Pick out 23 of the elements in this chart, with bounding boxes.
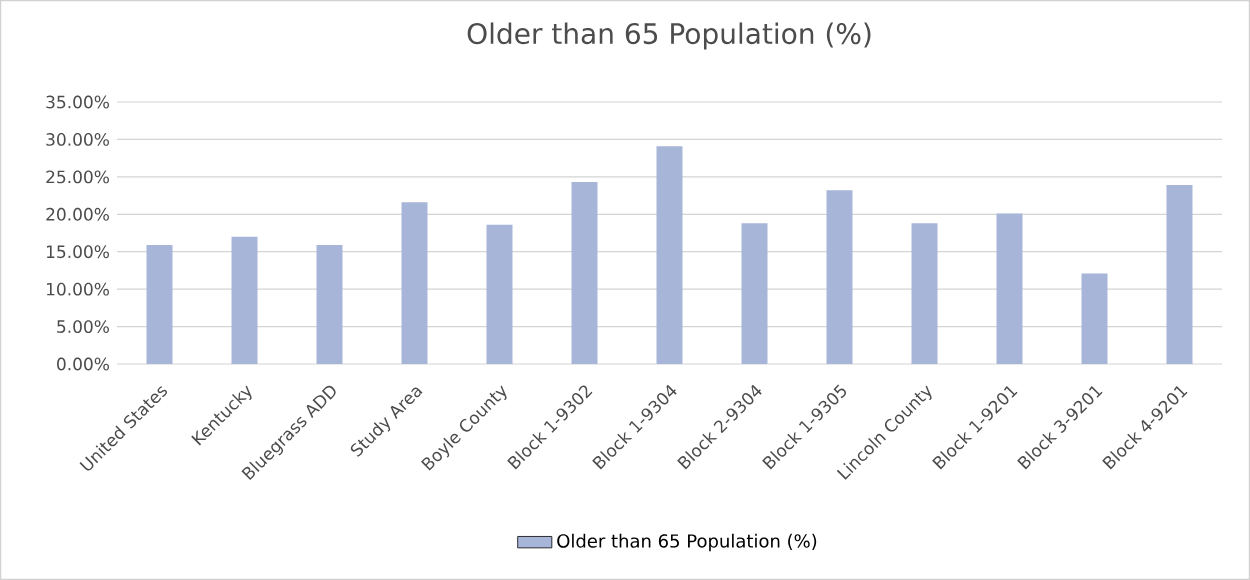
bar [741,223,768,364]
y-tick-label: 35.00% [46,95,109,109]
bar [996,213,1023,364]
y-tick-label: 30.00% [46,133,109,146]
bar [656,146,683,364]
bar [1166,185,1193,364]
legend-label: Older than 65 Population (%) [557,533,817,552]
bar [401,202,428,364]
bar [911,223,938,364]
y-tick-label: 5.00% [57,320,109,334]
bar [571,182,598,364]
bar [1081,273,1108,364]
bar [146,244,173,364]
bar [316,244,343,364]
y-tick-label: 10.00% [47,282,109,296]
y-tick-label: 20.00% [46,207,109,221]
bar [231,236,258,364]
y-tick-label: 15.00% [47,245,109,259]
bar [826,190,853,364]
y-tick-label: 0.00% [57,357,109,371]
y-tick-label: 25.00% [46,170,109,184]
chart-title: Older than 65 Population (%) [467,22,871,50]
bar [486,224,513,364]
